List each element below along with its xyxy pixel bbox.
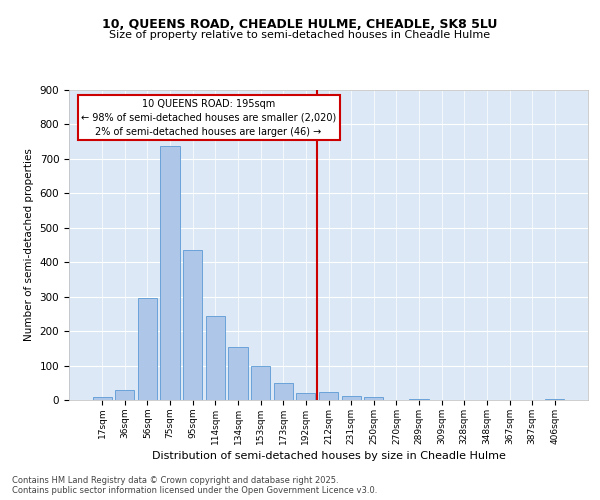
Text: Contains HM Land Registry data © Crown copyright and database right 2025.
Contai: Contains HM Land Registry data © Crown c… — [12, 476, 377, 495]
Bar — [341, 396, 361, 400]
Bar — [296, 393, 316, 400]
Bar — [183, 250, 202, 400]
Y-axis label: Number of semi-detached properties: Number of semi-detached properties — [24, 148, 34, 342]
Bar — [92, 397, 112, 400]
Bar — [206, 316, 225, 400]
Bar — [274, 384, 293, 400]
Bar — [160, 146, 180, 400]
X-axis label: Distribution of semi-detached houses by size in Cheadle Hulme: Distribution of semi-detached houses by … — [152, 451, 505, 461]
Bar — [364, 397, 383, 400]
Bar — [138, 298, 157, 400]
Bar — [229, 346, 248, 400]
Bar — [251, 366, 270, 400]
Text: 10 QUEENS ROAD: 195sqm
← 98% of semi-detached houses are smaller (2,020)
2% of s: 10 QUEENS ROAD: 195sqm ← 98% of semi-det… — [81, 98, 336, 136]
Text: Size of property relative to semi-detached houses in Cheadle Hulme: Size of property relative to semi-detach… — [109, 30, 491, 40]
Bar — [115, 390, 134, 400]
Bar — [319, 392, 338, 400]
Text: 10, QUEENS ROAD, CHEADLE HULME, CHEADLE, SK8 5LU: 10, QUEENS ROAD, CHEADLE HULME, CHEADLE,… — [103, 18, 497, 30]
